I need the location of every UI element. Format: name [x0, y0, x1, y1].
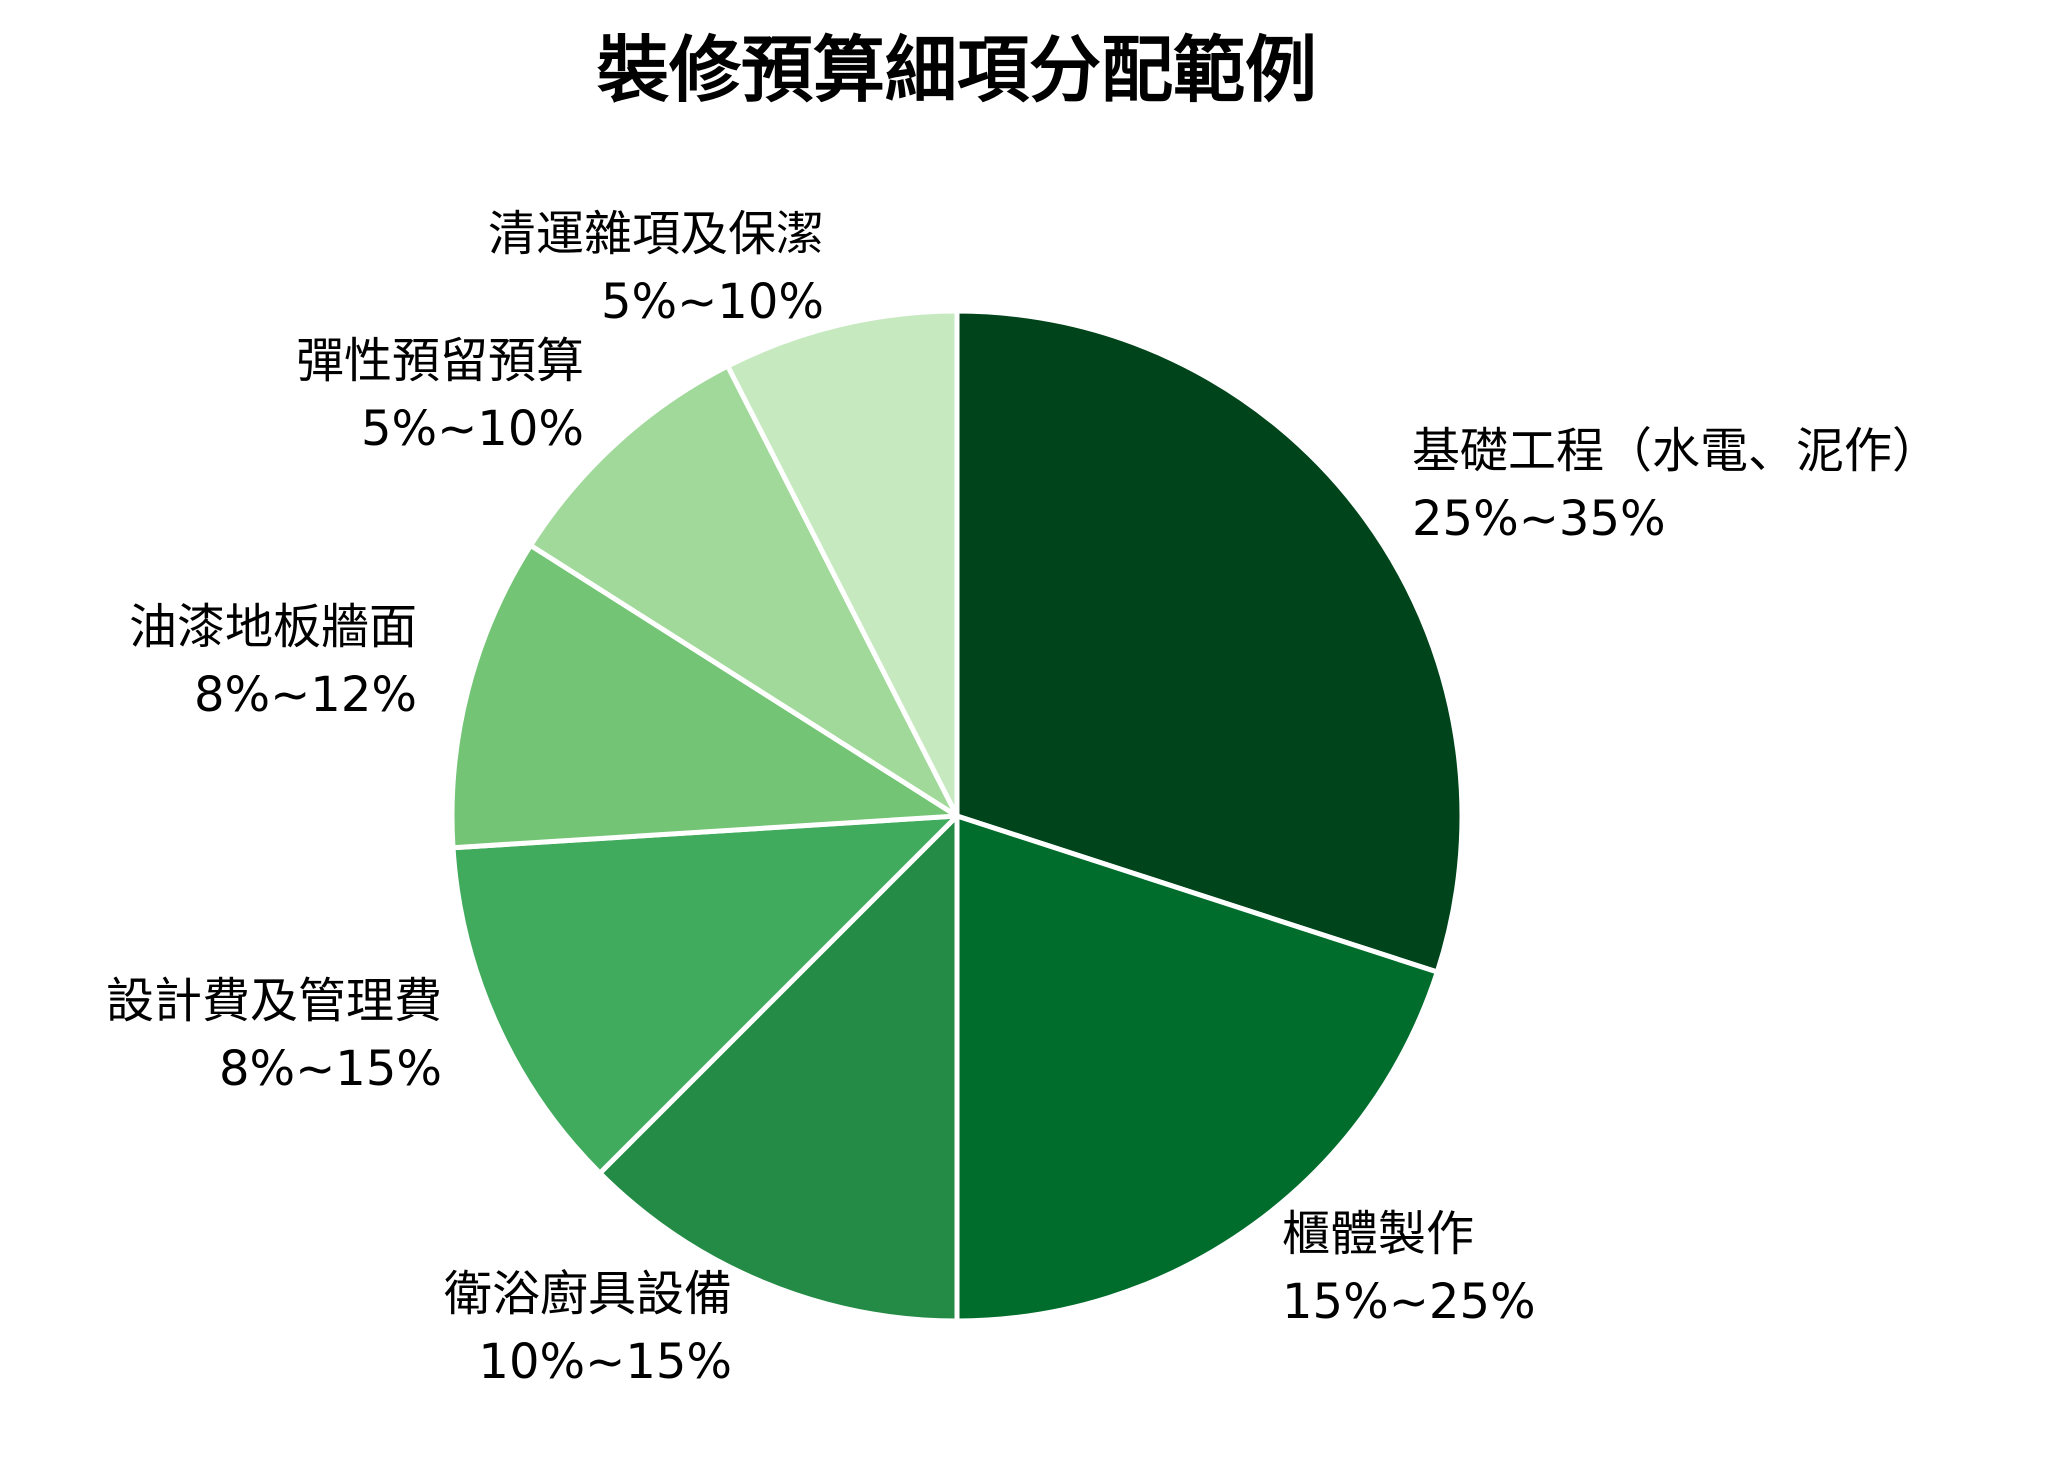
- slice-label: 設計費及管理費: [106, 973, 442, 1029]
- pie-slice: [725, 308, 960, 819]
- slice-label: 清運雜項及保潔: [488, 206, 824, 262]
- pie-slice: [450, 813, 960, 1176]
- pie-slice: [597, 813, 960, 1324]
- chart-title: 裝修預算細項分配範例: [597, 28, 1317, 112]
- pie-slices: [449, 308, 1465, 1324]
- slice-label: 櫃體製作: [1282, 1206, 1474, 1262]
- pie-slice: [528, 363, 960, 819]
- pie-slice: [954, 813, 1440, 1324]
- pie-slice: [449, 542, 960, 851]
- slice-range-label: 5%~10%: [361, 401, 584, 457]
- slice-label: 油漆地板牆面: [129, 599, 417, 655]
- slice-range-label: 8%~12%: [194, 667, 417, 723]
- slice-range-label: 8%~15%: [219, 1041, 442, 1097]
- slice-range-label: 15%~25%: [1282, 1274, 1536, 1330]
- pie-labels: 基礎工程（水電、泥作） 25%~35% 櫃體製作 15%~25% 衛浴廚具設備 10%~1…: [106, 206, 1940, 1390]
- pie-slice: [954, 308, 1465, 975]
- slice-label: 基礎工程（水電、泥作）: [1412, 423, 1940, 479]
- slice-range-label: 25%~35%: [1412, 491, 1666, 547]
- slice-label: 衛浴廚具設備: [444, 1266, 732, 1322]
- slice-range-label: 5%~10%: [601, 274, 824, 330]
- slice-label: 彈性預留預算: [296, 333, 584, 389]
- slice-range-label: 10%~15%: [478, 1334, 732, 1390]
